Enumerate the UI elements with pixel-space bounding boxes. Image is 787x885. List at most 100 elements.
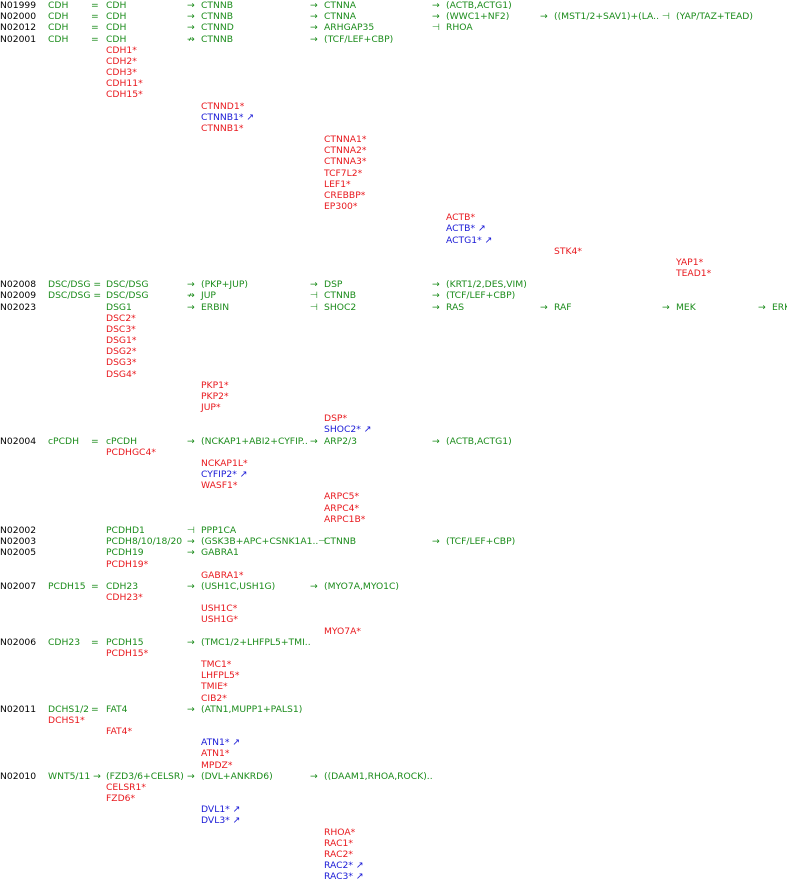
relation-symbol: → xyxy=(540,301,548,313)
network-node: = xyxy=(91,33,99,45)
network-node: WNT5/11 → xyxy=(48,770,101,782)
network-id: N02001 xyxy=(0,33,37,45)
gene-variant-loss: CDH11* xyxy=(106,78,143,90)
network-node: CTNNB xyxy=(201,11,234,23)
gene-variant-loss: CTNNA1* xyxy=(324,134,367,146)
network-id: N02007 xyxy=(0,580,37,592)
network-node: CDH xyxy=(48,33,69,45)
network-node: ARHGAP35 xyxy=(324,22,375,34)
network-node: JUP xyxy=(201,290,216,302)
gene-variant-loss: ARPC5* xyxy=(324,491,360,503)
relation-symbol: → xyxy=(187,770,195,782)
network-node: CDH xyxy=(106,22,127,34)
network-node: CTNNA xyxy=(324,11,357,23)
relation-symbol: → xyxy=(432,301,440,313)
network-node: (WWC1+NF2) xyxy=(446,11,510,23)
relation-symbol: → xyxy=(187,0,195,11)
network-node: (YAP/TAZ+TEAD) xyxy=(676,11,753,23)
network-id: N02023 xyxy=(0,301,37,313)
gene-variant-loss: CIB2* xyxy=(201,692,227,704)
gene-variant-loss: LEF1* xyxy=(324,178,351,190)
network-node: CDH xyxy=(48,11,69,23)
gene-variant-loss: ARPC1B* xyxy=(324,513,366,525)
network-node: (MYO7A,MYO1C) xyxy=(324,580,400,592)
gene-variant-loss: PCDH19* xyxy=(106,558,149,570)
network-node: CTNNB xyxy=(201,0,234,11)
network-node: = xyxy=(91,703,99,715)
network-node: CDH23 xyxy=(106,580,139,592)
network-node: DSC/DSG xyxy=(106,290,149,302)
relation-symbol: → xyxy=(432,279,440,291)
network-node: RHOA xyxy=(446,22,473,34)
network-node: MEK xyxy=(676,301,696,313)
gene-variant-loss: CTNND1* xyxy=(201,100,245,112)
relation-symbol: ⊣ xyxy=(310,290,319,302)
relation-symbol: → xyxy=(662,301,670,313)
relation-symbol: → xyxy=(310,33,318,45)
gene-variant-loss: CTNNB1* xyxy=(201,122,244,134)
gene-variant-gain: ATN1* ↗ xyxy=(201,737,241,749)
network-id: N02000 xyxy=(0,11,37,23)
gene-variant-loss: CDH3* xyxy=(106,67,137,79)
gene-variant-loss: DSG3* xyxy=(106,357,137,369)
gene-variant-loss: RHOA* xyxy=(324,826,356,838)
network-node: (ATN1,MUPP1+PALS1) xyxy=(201,703,303,715)
network-node: = xyxy=(91,636,99,648)
gene-variant-loss: ARPC4* xyxy=(324,502,360,514)
relation-symbol: → xyxy=(187,11,195,23)
gene-variant-loss: PCDH15* xyxy=(106,647,149,659)
network-node: = xyxy=(91,22,99,34)
network-node: ERK xyxy=(772,301,787,313)
network-node: cPCDH xyxy=(48,435,79,447)
network-id: N02012 xyxy=(0,22,37,34)
relation-symbol: → xyxy=(540,11,548,23)
relation-symbol: → xyxy=(187,636,195,648)
gene-variant-loss: PKP1* xyxy=(201,379,229,391)
gene-variant-loss: WASF1* xyxy=(201,480,238,492)
gene-variant-gain: SHOC2* ↗ xyxy=(324,424,372,436)
gene-variant-loss: DSG2* xyxy=(106,346,137,358)
network-node: cPCDH xyxy=(106,435,137,447)
network-node: PPP1CA xyxy=(201,524,237,536)
gene-variant-gain: RAC3* ↗ xyxy=(324,871,364,883)
network-id: N02003 xyxy=(0,536,37,548)
network-node: ERBIN xyxy=(201,301,230,313)
network-node: DSC/DSG = xyxy=(48,279,102,291)
gene-variant-loss: FZD6* xyxy=(106,793,136,805)
gene-variant-loss: PKP2* xyxy=(201,390,229,402)
network-node: (NCKAP1+ABI2+CYFIP.. xyxy=(201,435,308,447)
gene-variant-loss: TCF7L2* xyxy=(324,167,363,179)
network-node: RAS xyxy=(446,301,465,313)
network-id: N02010 xyxy=(0,770,37,782)
gene-variant-loss: DSG1* xyxy=(106,335,137,347)
network-node: CTNND xyxy=(201,22,234,34)
relation-symbol: → xyxy=(432,11,440,23)
gene-variant-loss: YAP1* xyxy=(676,256,704,268)
network-node: CDH23 xyxy=(48,636,81,648)
gene-variant-loss: DSC3* xyxy=(106,323,136,335)
gene-variant-loss: ACTB* xyxy=(446,212,476,224)
gene-variant-loss: JUP* xyxy=(201,402,221,414)
gene-variant-loss: CDH15* xyxy=(106,89,143,101)
gene-variant-loss: CDH23* xyxy=(106,592,143,603)
network-node: DSP xyxy=(324,279,343,291)
network-node: CDH xyxy=(106,11,127,23)
network-node: DSC/DSG = xyxy=(48,290,102,302)
relation-symbol: → xyxy=(187,301,195,313)
network-node: CDH xyxy=(106,33,127,45)
gene-variant-loss: USH1C* xyxy=(201,603,238,615)
network-node: (TCF/LEF+CBP) xyxy=(324,33,394,45)
network-node: PCDH8/10/18/20 xyxy=(106,536,183,548)
gene-variant-gain: CTNNB1* ↗ xyxy=(201,111,255,123)
network-node: CTNNB xyxy=(324,536,357,548)
gene-variant-loss: CTNNA2* xyxy=(324,145,367,157)
network-node: CTNNA xyxy=(324,0,357,11)
gene-variant-loss: TEAD1* xyxy=(676,268,712,280)
network-node: SHOC2 xyxy=(324,301,357,313)
relation-symbol: → xyxy=(758,301,766,313)
relation-symbol: ⊣ xyxy=(432,22,441,34)
network-node: DSG1 xyxy=(106,301,132,313)
gene-variant-loss: NCKAP1L* xyxy=(201,457,248,469)
network-id: N02009 xyxy=(0,290,37,302)
